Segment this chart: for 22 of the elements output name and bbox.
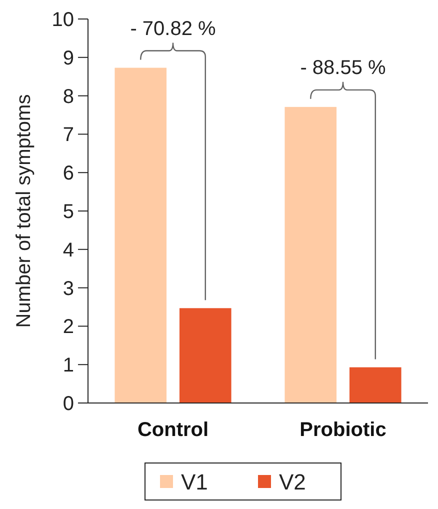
bar xyxy=(179,308,232,403)
y-tick-label: 7 xyxy=(62,124,74,146)
x-tick-label: Control xyxy=(137,419,209,441)
y-tick-label: 3 xyxy=(62,278,74,300)
annotation: - 70.82 % xyxy=(130,18,216,40)
y-axis-title: Number of total symptoms xyxy=(13,94,35,328)
y-tick-label: 9 xyxy=(62,47,74,70)
y-tick-label: 8 xyxy=(62,86,74,108)
annotation: - 88.55 % xyxy=(300,56,386,79)
y-tick-label: 4 xyxy=(62,239,74,262)
legend-label: V1 xyxy=(181,470,208,495)
y-tick-label: 1 xyxy=(62,354,74,377)
bar xyxy=(284,106,337,403)
y-tick-label: 0 xyxy=(62,393,74,415)
x-tick-label: Probiotic xyxy=(300,419,386,441)
bar xyxy=(349,367,402,403)
legend-label: V2 xyxy=(279,470,306,495)
y-tick-label: 10 xyxy=(52,9,74,31)
y-tick-label: 5 xyxy=(62,201,74,223)
bar xyxy=(114,68,167,403)
y-tick-label: 2 xyxy=(62,316,74,338)
y-tick-label: 6 xyxy=(62,162,74,185)
